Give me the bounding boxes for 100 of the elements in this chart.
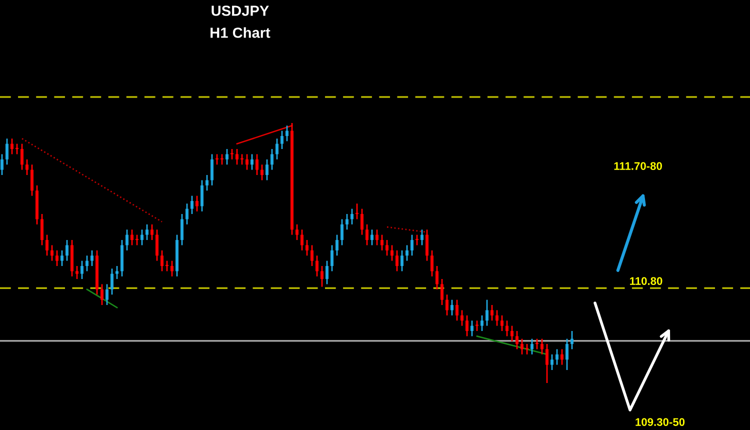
candlestick: [250, 154, 254, 170]
candlestick: [330, 244, 334, 272]
candlestick: [350, 208, 354, 226]
candlestick: [346, 213, 348, 230]
candlestick: [430, 250, 434, 278]
candlestick: [16, 143, 18, 155]
candlestick: [56, 250, 58, 267]
candlestick: [416, 234, 418, 246]
candlestick: [206, 174, 208, 192]
candlestick: [546, 343, 548, 384]
candlestick: [320, 265, 324, 288]
candlestick: [126, 228, 128, 252]
candlestick: [100, 284, 104, 306]
text: 111.70-80: [614, 162, 662, 170]
candlestick: [390, 244, 394, 262]
candlestick: [540, 338, 544, 356]
candlestick: [536, 338, 538, 350]
candlestick: [496, 310, 498, 326]
candlestick: [260, 164, 264, 181]
candlestick: [436, 265, 438, 290]
candlestick: [156, 228, 158, 262]
candlestick: [276, 138, 278, 160]
candlestick: [526, 343, 528, 356]
candlestick: [136, 234, 138, 246]
candlestick: [316, 254, 318, 278]
candlestick: [500, 314, 504, 332]
candlestick: [510, 325, 514, 342]
candlestick: [366, 224, 368, 246]
candlestick: [566, 338, 568, 371]
candlestick: [110, 268, 114, 296]
candlestick: [130, 228, 134, 246]
candlestick: [220, 154, 224, 166]
candlestick: [556, 348, 558, 366]
candlestick: [86, 254, 88, 272]
candlestick: [190, 195, 194, 215]
candlestick: [196, 195, 198, 212]
candlestick: [270, 148, 274, 170]
candlestick: [210, 154, 214, 186]
candlestick: [460, 310, 464, 326]
candlestick: [326, 260, 328, 285]
candlestick: [146, 224, 148, 241]
candlestick: [6, 138, 8, 166]
candlestick: [446, 294, 448, 316]
candlestick: [506, 320, 508, 337]
candlestick: [400, 250, 404, 272]
candlestick: [340, 218, 344, 246]
candlestick: [60, 250, 64, 267]
candlestick: [30, 164, 34, 196]
candlestick: [256, 154, 258, 176]
candlestick: [90, 250, 94, 267]
candlestick: [40, 213, 44, 246]
candlestick: [186, 202, 188, 226]
candlestick: [470, 320, 474, 337]
candlestick: [426, 228, 428, 262]
chart-subtitle: H1 Chart: [210, 27, 270, 38]
candlestick: [116, 265, 118, 280]
candlestick: [20, 143, 24, 170]
candlestick: [380, 234, 384, 252]
candlestick: [376, 228, 378, 246]
candlestick: [456, 299, 458, 322]
candlestick: [266, 158, 268, 181]
candlestick: [106, 284, 108, 306]
candlestick: [310, 244, 314, 267]
candlestick: [450, 299, 454, 316]
candlestick: [226, 148, 228, 166]
candlestick: [386, 239, 388, 256]
candlestick: [466, 314, 468, 337]
candlestick: [490, 304, 494, 322]
text: 109.30-50: [636, 418, 685, 426]
candlestick: [550, 354, 554, 371]
candlestick: [570, 330, 574, 350]
candlestick: [480, 314, 484, 332]
candlestick: [530, 338, 534, 356]
candlestick: [306, 239, 308, 256]
candlestick: [356, 202, 358, 220]
candlestick: [296, 224, 298, 241]
candlestick: [516, 330, 518, 350]
candlestick: [76, 265, 78, 280]
text: 110.80: [630, 277, 662, 285]
chart-title: USDJPY: [212, 6, 269, 16]
candlestick: [300, 228, 304, 252]
candlestick: [216, 154, 218, 166]
candlestick: [50, 244, 54, 262]
candlestick: [286, 124, 288, 142]
candlestick: [0, 154, 4, 176]
candlestick: [180, 213, 184, 246]
candlestick: [200, 180, 204, 212]
candlestick: [140, 228, 144, 246]
candlestick: [440, 278, 444, 306]
candlestick: [240, 154, 244, 166]
candlestick: [360, 208, 364, 236]
candlestick: [230, 148, 234, 160]
candlestick: [406, 244, 408, 262]
candlestick: [520, 338, 524, 356]
candlestick: [560, 348, 564, 366]
candlestick: [236, 148, 238, 166]
candlestick: [246, 154, 248, 170]
candlestick: [370, 228, 374, 246]
candlestick: [166, 260, 168, 272]
candlestick: [410, 234, 414, 256]
